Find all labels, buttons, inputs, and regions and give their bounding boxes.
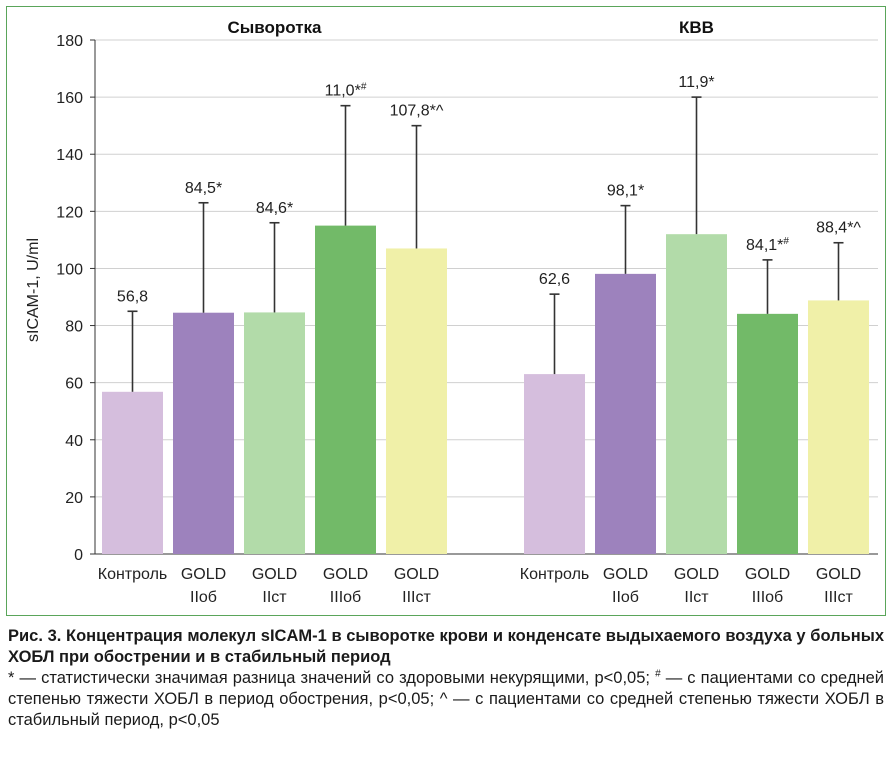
panel-title: КВВ (679, 18, 714, 37)
bar (102, 391, 163, 554)
x-tick-label: Контроль (520, 566, 590, 583)
y-tick-label: 180 (56, 33, 83, 50)
x-tick-label: IIоб (190, 589, 217, 606)
bar (666, 234, 727, 554)
bar (524, 374, 585, 554)
y-tick-label: 80 (65, 319, 83, 336)
x-tick-label: GOLD (816, 566, 861, 583)
data-label: 11,9* (678, 74, 714, 91)
caption-note-sup: # (655, 668, 661, 680)
data-label: 88,4*^ (816, 220, 861, 237)
x-tick-label: GOLD (603, 566, 648, 583)
y-tick-label: 40 (65, 433, 83, 450)
x-tick-label: IIIоб (330, 589, 361, 606)
data-label: 62,6 (539, 271, 570, 288)
x-tick-label: GOLD (745, 566, 790, 583)
bar (244, 312, 305, 554)
x-tick-label: GOLD (181, 566, 226, 583)
data-label: 98,1* (607, 183, 644, 200)
x-tick-label: GOLD (674, 566, 719, 583)
x-tick-label: GOLD (394, 566, 439, 583)
y-tick-label: 120 (56, 204, 83, 221)
bar (737, 313, 798, 554)
data-label: 11,0*# (325, 82, 367, 100)
y-tick-label: 60 (65, 376, 83, 393)
x-tick-label: GOLD (252, 566, 297, 583)
data-label: 84,6* (256, 200, 293, 217)
bar (595, 273, 656, 554)
x-tick-label: IIст (684, 589, 709, 606)
bar (173, 312, 234, 554)
x-tick-label: IIоб (612, 589, 639, 606)
bar (808, 300, 869, 554)
y-tick-label: 20 (65, 490, 83, 507)
chart: 0 20 40 60 80 100 120 140 160 180 sICAM-1, U/ml Сыв… (25, 18, 878, 606)
bar (315, 225, 376, 554)
x-tick-label: Контроль (98, 566, 168, 583)
caption-note-part1: * — статистически значимая разница значе… (8, 669, 656, 687)
figure-caption: Рис. 3. Концентрация молекул sICAM-1 в с… (8, 626, 884, 731)
x-tick-label: IIIоб (752, 589, 783, 606)
bar (386, 248, 447, 554)
x-tick-label: IIIст (402, 589, 431, 606)
y-tick-label: 140 (56, 147, 83, 164)
data-label: 84,1*# (746, 236, 789, 254)
data-label: 84,5* (185, 180, 222, 197)
x-tick-label: IIIст (824, 589, 853, 606)
caption-note-part2: — с пациентами со средней степенью тяжес… (8, 669, 884, 729)
caption-note: * — статистически значимая разница значе… (8, 668, 884, 731)
data-label: 56,8 (117, 288, 148, 305)
caption-title: Рис. 3. Концентрация молекул sICAM-1 в с… (8, 627, 884, 666)
panel-title: Сыворотка (227, 18, 322, 37)
y-tick-label: 160 (56, 90, 83, 107)
figure-frame (6, 6, 886, 616)
y-tick-label: 100 (56, 261, 83, 278)
y-axis-label: sICAM-1, U/ml (25, 238, 42, 342)
y-tick-label: 0 (74, 547, 83, 564)
x-tick-label: IIст (262, 589, 287, 606)
data-label: 107,8*^ (390, 103, 444, 120)
x-tick-label: GOLD (323, 566, 368, 583)
